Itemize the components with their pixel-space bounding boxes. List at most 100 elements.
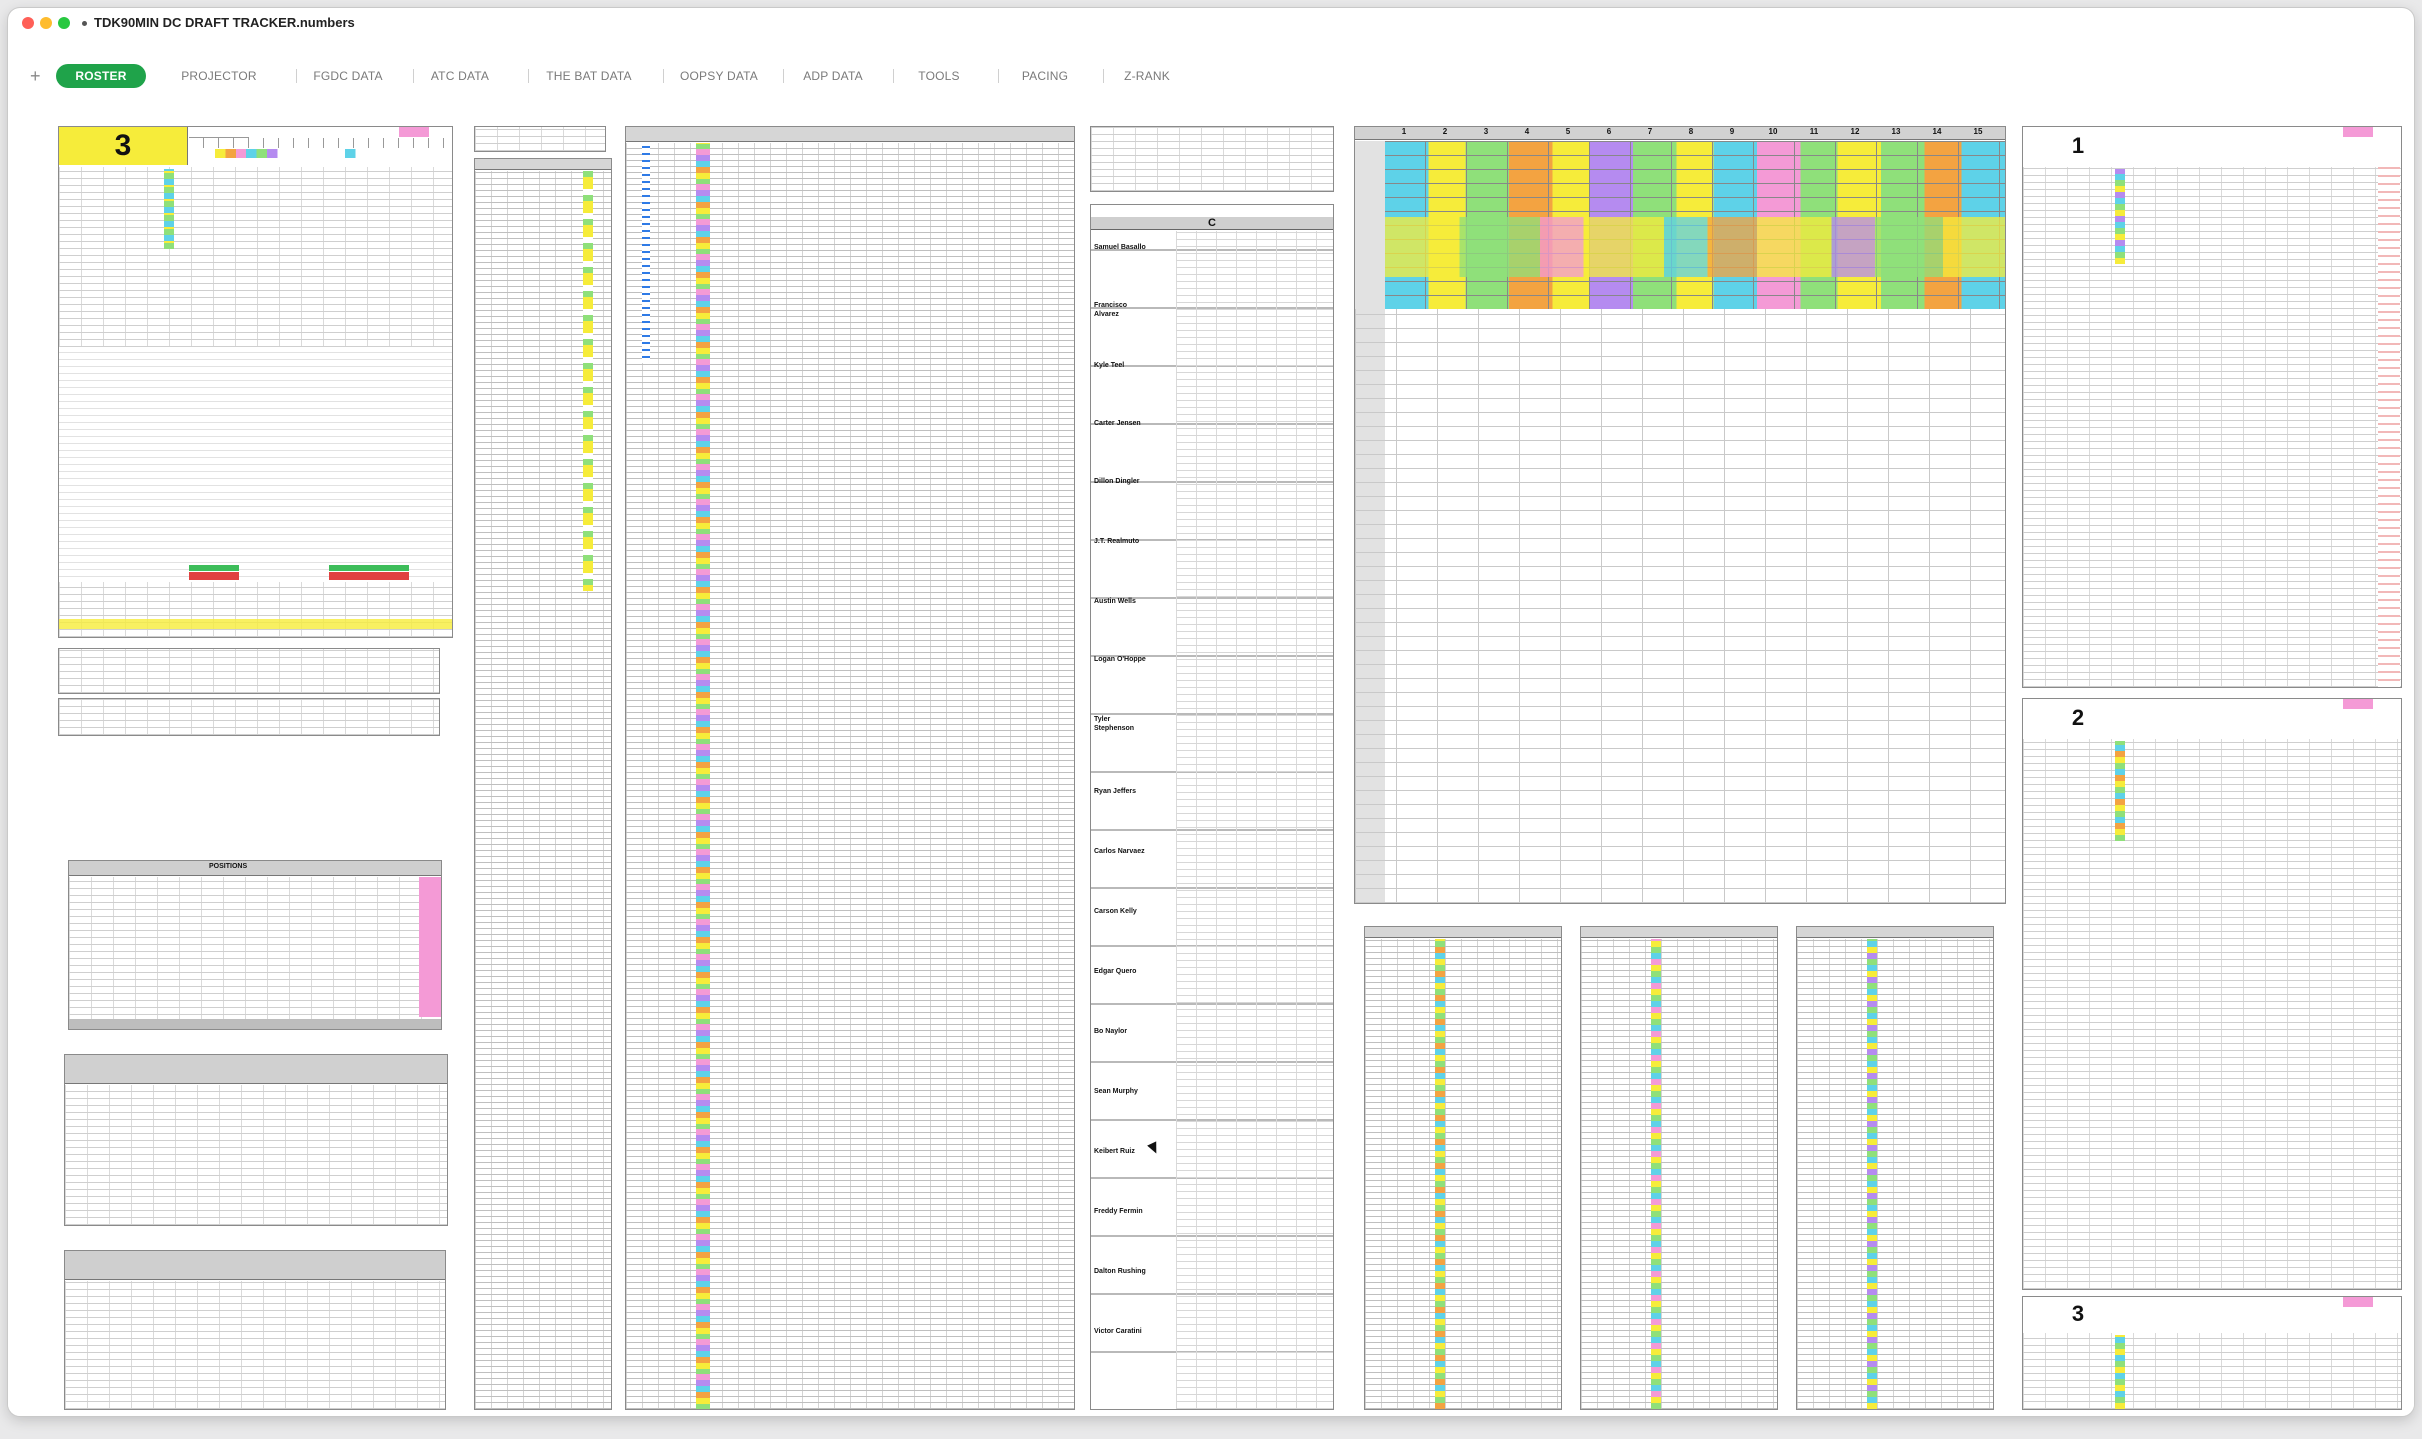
player-data-table[interactable] [625,126,1075,1410]
close-window-button[interactable] [22,17,34,29]
pace-table[interactable] [1090,126,1334,192]
tab-fgdc-data[interactable]: FGDC DATA [313,69,383,83]
sheet-tab-bar: + ROSTER PROJECTOR FGDC DATA ATC DATA TH… [8,60,2414,94]
catcher-projection-panel[interactable]: C Samuel Basallo Francisco Alvarez Kyle … [1090,204,1334,1410]
team-breakdown-header [65,1251,445,1280]
round-2-header: 2 [1442,127,1448,136]
team-stats-rows[interactable] [65,1085,447,1225]
player-name: Freddy Fermin [1094,1208,1143,1215]
helper-rows[interactable] [475,127,605,151]
team-breakdown-table[interactable] [64,1250,446,1410]
empty-pick-rows[interactable] [1355,309,2005,903]
team-number-cell[interactable]: 3 [59,127,188,165]
summary-totals-table[interactable] [58,648,440,694]
red-total-cell [329,572,409,580]
minimize-window-button[interactable] [40,17,52,29]
tab-roster[interactable]: ROSTER [56,64,146,88]
bench-summary-table[interactable] [58,698,440,736]
team-number-cell[interactable]: 3 [2071,1301,2085,1326]
positions-average-row [69,1019,441,1029]
zoom-window-button[interactable] [58,17,70,29]
player-data-rows[interactable] [626,143,1074,1409]
tab-separator [413,69,414,83]
round-7-header: 7 [1647,127,1653,136]
tab-projector[interactable]: PROJECTOR [181,69,257,83]
player-list-rows[interactable] [1797,939,1993,1409]
round-6-header: 6 [1606,127,1612,136]
player-adp-list[interactable] [474,158,612,1410]
pace-rows[interactable] [1091,127,1333,191]
roster-team-table[interactable]: 3 [58,126,453,638]
position-color-column [696,143,710,1409]
edited-indicator-icon [82,21,87,26]
tab-tools[interactable]: TOOLS [918,69,960,83]
tab-z-rank[interactable]: Z-RANK [1124,69,1170,83]
tab-separator [528,69,529,83]
positions-table[interactable]: POSITIONS [68,860,442,1030]
round-9-header: 9 [1729,127,1735,136]
draft-board[interactable]: 1 2 3 4 5 6 7 8 9 10 11 12 13 14 15 [1354,126,2006,904]
green-total-cell [329,565,409,571]
helper-table[interactable] [474,126,606,152]
round-13-header: 13 [1891,127,1901,136]
round-5-header: 5 [1565,127,1571,136]
highlight-total-row [59,619,452,629]
player-name: Tyler Stephenson [1094,716,1135,732]
roster-rows[interactable] [59,167,452,347]
player-list-table-3[interactable] [1796,926,1994,1410]
positions-header: POSITIONS [69,861,441,876]
player-name: J.T. Realmuto [1094,538,1140,545]
tab-adp-data[interactable]: ADP DATA [803,69,863,83]
player-name: Dillon Dingler [1094,478,1140,485]
player-list-table-2[interactable] [1580,926,1778,1410]
team-number-cell[interactable]: 1 [2071,133,2085,158]
player-list-rows[interactable] [1365,939,1561,1409]
projection-rows[interactable] [1176,231,1333,1409]
title-bar: TDK90MIN DC DRAFT TRACKER.numbers [8,8,2414,36]
pink-header-cell [2343,1297,2373,1307]
add-sheet-plus-icon[interactable]: + [30,66,41,86]
tab-atc-data[interactable]: ATC DATA [430,69,490,83]
round-1-header: 1 [1401,127,1407,136]
team-rows[interactable] [2023,1333,2401,1409]
position-color-column [164,169,174,249]
team-rows[interactable] [2023,739,2401,1289]
empty-roster-rows[interactable] [59,347,452,577]
player-name: Francisco Alvarez [1094,302,1128,318]
positions-label: POSITIONS [209,863,248,870]
tab-separator [998,69,999,83]
player-list-table-1[interactable] [1364,926,1562,1410]
round-14-header: 14 [1932,127,1942,136]
player-name: Carlos Narvaez [1094,848,1145,855]
rank-column [2378,167,2400,687]
team-stats-table[interactable] [64,1054,448,1226]
document-title: TDK90MIN DC DRAFT TRACKER.numbers [94,15,355,30]
team-breakdown-rows[interactable] [65,1281,445,1409]
summary-rows[interactable] [59,649,439,693]
player-list-header [1581,927,1777,938]
tab-separator [1103,69,1104,83]
position-color-column [2115,741,2125,841]
round-12-header: 12 [1850,127,1860,136]
team-panel-3[interactable]: 3 [2022,1296,2402,1410]
team-panel-2[interactable]: 2 [2022,698,2402,1290]
team-number-cell[interactable]: 2 [2071,705,2085,730]
player-name: Kyle Teel [1094,362,1125,369]
header-row [189,138,449,148]
round-10-header: 10 [1768,127,1778,136]
tab-oopsy-data[interactable]: OOPSY DATA [679,69,759,83]
bench-rows[interactable] [59,699,439,735]
tab-the-bat-data[interactable]: THE BAT DATA [546,69,632,83]
tab-pacing[interactable]: PACING [1021,69,1069,83]
positions-rows[interactable] [69,877,441,1029]
green-total-cell [189,565,239,571]
player-list-rows[interactable] [1581,939,1777,1409]
player-name: Keibert Ruiz [1094,1148,1135,1155]
player-name: Ryan Jeffers [1094,788,1137,795]
position-color-column [2115,1335,2125,1409]
red-total-cell [189,572,239,580]
team-panel-1[interactable]: 1 [2022,126,2402,688]
round-15-header: 15 [1973,127,1983,136]
player-name: Dalton Rushing [1094,1268,1146,1275]
team-rows[interactable] [2023,167,2401,687]
